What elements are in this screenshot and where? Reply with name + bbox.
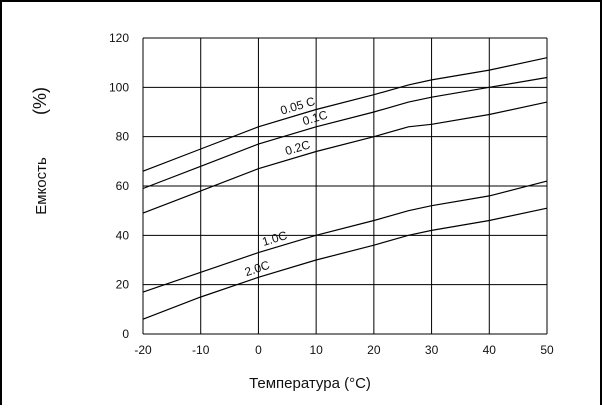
curve-label: 2.0C <box>243 258 272 280</box>
x-tick-label: 30 <box>425 343 439 357</box>
series-line <box>142 76 548 190</box>
x-tick-label: 50 <box>540 343 554 357</box>
y-tick-label: 100 <box>109 80 129 94</box>
y-axis-title: Емкость <box>33 157 50 215</box>
grid <box>142 37 548 335</box>
y-tick-label: 20 <box>116 278 130 292</box>
x-axis-title: Температура (°C) <box>249 375 371 392</box>
y-tick-label: 60 <box>116 179 130 193</box>
x-tick-label: 10 <box>309 343 323 357</box>
x-tick-label: 20 <box>367 343 381 357</box>
x-tick-label: -10 <box>192 343 210 357</box>
series-line <box>142 180 548 293</box>
tick-labels: -20 -10 0 10 20 30 40 50 0 20 40 60 80 100 120 <box>109 31 554 357</box>
x-tick-label: 40 <box>483 343 497 357</box>
series-line <box>142 207 548 320</box>
y-tick-label: 120 <box>109 31 129 45</box>
curve-label: 1.0C <box>260 228 289 249</box>
curve-label: 0.2C <box>284 137 313 158</box>
series-group <box>142 57 548 320</box>
x-tick-label: -20 <box>134 343 152 357</box>
series-line <box>142 101 548 214</box>
series-line <box>142 57 548 172</box>
y-axis-unit: (%) <box>30 87 50 115</box>
y-tick-label: 0 <box>122 327 129 341</box>
y-tick-label: 80 <box>116 130 130 144</box>
x-tick-label: 0 <box>255 343 262 357</box>
y-tick-label: 40 <box>116 228 130 242</box>
